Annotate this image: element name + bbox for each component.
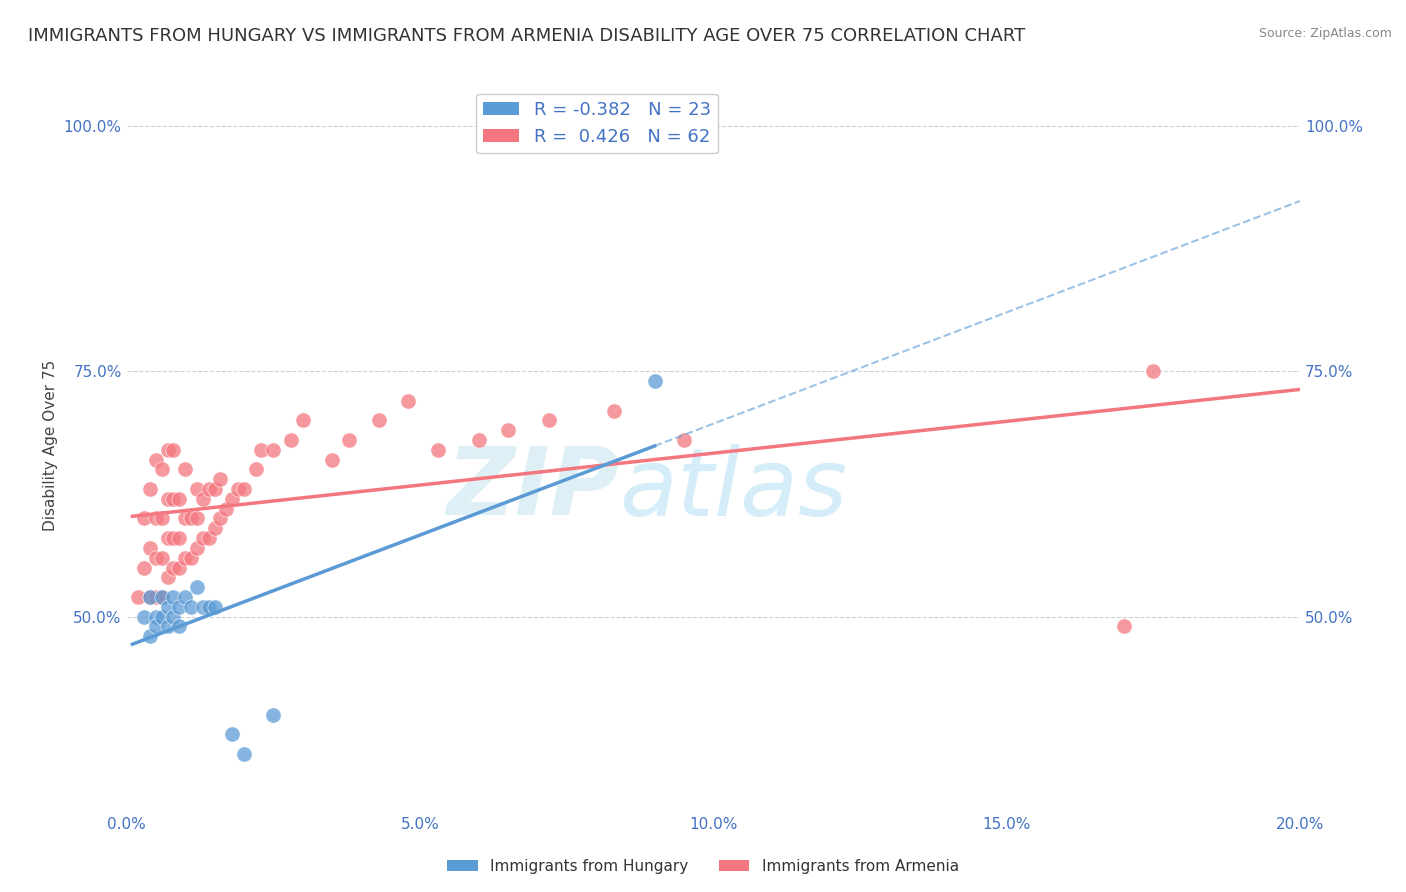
Point <box>186 580 208 594</box>
Point <box>197 599 219 614</box>
Point <box>169 531 191 545</box>
Point <box>127 590 149 604</box>
Point <box>162 531 184 545</box>
Point <box>262 442 284 457</box>
Point <box>197 482 219 496</box>
Point <box>139 629 162 643</box>
Point <box>191 531 214 545</box>
Point <box>262 707 284 722</box>
Point <box>134 511 156 525</box>
Point <box>162 590 184 604</box>
Point <box>186 482 208 496</box>
Point <box>169 619 191 633</box>
Point <box>150 609 173 624</box>
Point <box>180 550 202 565</box>
Y-axis label: Disability Age Over 75: Disability Age Over 75 <box>44 359 58 531</box>
Point <box>644 374 666 388</box>
Point <box>250 442 273 457</box>
Point <box>145 590 167 604</box>
Point <box>209 511 232 525</box>
Point <box>174 550 197 565</box>
Point <box>162 491 184 506</box>
Point <box>145 550 167 565</box>
Point <box>169 560 191 574</box>
Text: atlas: atlas <box>620 443 848 534</box>
Point <box>162 442 184 457</box>
Point <box>204 599 226 614</box>
Point <box>156 491 179 506</box>
Point <box>139 541 162 555</box>
Point <box>1142 364 1164 378</box>
Point <box>467 433 489 447</box>
Point <box>204 482 226 496</box>
Text: IMMIGRANTS FROM HUNGARY VS IMMIGRANTS FROM ARMENIA DISABILITY AGE OVER 75 CORREL: IMMIGRANTS FROM HUNGARY VS IMMIGRANTS FR… <box>28 27 1025 45</box>
Point <box>139 590 162 604</box>
Point <box>226 482 249 496</box>
Point <box>232 482 254 496</box>
Point <box>191 599 214 614</box>
Point <box>197 531 219 545</box>
Point <box>204 521 226 535</box>
Point <box>180 511 202 525</box>
Legend: Immigrants from Hungary, Immigrants from Armenia: Immigrants from Hungary, Immigrants from… <box>441 853 965 880</box>
Point <box>162 560 184 574</box>
Point <box>162 609 184 624</box>
Point <box>537 413 560 427</box>
Point <box>339 433 361 447</box>
Point <box>169 491 191 506</box>
Point <box>145 619 167 633</box>
Point <box>215 501 238 516</box>
Point <box>150 550 173 565</box>
Point <box>602 403 624 417</box>
Point <box>191 491 214 506</box>
Point <box>169 599 191 614</box>
Point <box>174 511 197 525</box>
Text: Source: ZipAtlas.com: Source: ZipAtlas.com <box>1258 27 1392 40</box>
Point <box>150 590 173 604</box>
Point <box>134 560 156 574</box>
Point <box>156 531 179 545</box>
Point <box>367 413 389 427</box>
Point <box>156 442 179 457</box>
Point <box>156 619 179 633</box>
Point <box>139 590 162 604</box>
Point <box>1112 619 1135 633</box>
Point <box>280 433 302 447</box>
Point <box>321 452 343 467</box>
Point <box>186 511 208 525</box>
Point <box>150 462 173 476</box>
Point <box>496 423 519 437</box>
Point <box>150 590 173 604</box>
Point <box>209 472 232 486</box>
Point <box>174 462 197 476</box>
Point <box>156 599 179 614</box>
Point <box>145 609 167 624</box>
Point <box>672 433 695 447</box>
Point <box>156 570 179 584</box>
Point <box>186 541 208 555</box>
Point <box>150 511 173 525</box>
Point <box>221 727 243 741</box>
Point <box>145 452 167 467</box>
Point <box>232 747 254 761</box>
Text: ZIP: ZIP <box>447 443 620 535</box>
Point <box>426 442 449 457</box>
Point <box>174 590 197 604</box>
Legend: R = -0.382   N = 23, R =  0.426   N = 62: R = -0.382 N = 23, R = 0.426 N = 62 <box>475 94 718 153</box>
Point <box>245 462 267 476</box>
Point <box>134 609 156 624</box>
Point <box>291 413 314 427</box>
Point <box>139 482 162 496</box>
Point <box>145 511 167 525</box>
Point <box>180 599 202 614</box>
Point <box>396 393 419 408</box>
Point <box>221 491 243 506</box>
